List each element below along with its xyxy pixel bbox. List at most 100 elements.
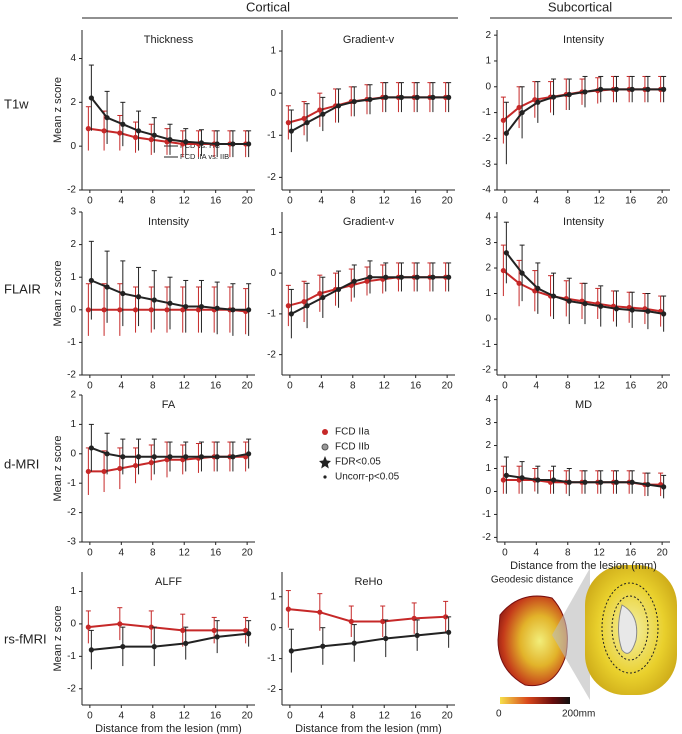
y-tick-label: -2 [267, 684, 276, 695]
point [104, 284, 110, 290]
y-tick-label: -2 [482, 365, 491, 376]
point [535, 285, 541, 292]
point [398, 94, 405, 100]
point [519, 270, 525, 276]
point [503, 250, 509, 256]
x-tick-label: 4 [119, 196, 125, 207]
point [148, 460, 154, 466]
point [629, 307, 635, 313]
x-tick-label: 8 [565, 381, 571, 392]
legend-swatch [321, 443, 329, 451]
point [535, 477, 541, 483]
legend-label: Uncorr-p<0.05 [335, 472, 400, 483]
point [180, 627, 186, 633]
y-tick-label: -1 [267, 130, 276, 141]
y-axis-label: Mean z score [52, 260, 64, 326]
y-tick-label: -2 [67, 185, 76, 196]
point [117, 621, 123, 627]
point [132, 134, 139, 140]
x-tick-label: 0 [287, 196, 293, 207]
point [645, 86, 651, 92]
x-tick-label: 8 [350, 196, 356, 207]
x-tick-label: 0 [87, 548, 93, 559]
y-tick-label: -2 [482, 133, 491, 144]
point [430, 94, 436, 100]
x-tick-label: 20 [657, 381, 669, 392]
point [85, 307, 91, 313]
point [304, 303, 310, 309]
x-tick-label: 20 [442, 196, 454, 207]
chart: -2 -1 0 1 0 4 8 12 16 20 ReHo Distance from the les… [267, 572, 455, 734]
point [151, 644, 157, 650]
legend-label: FCD IIb [335, 442, 370, 453]
x-axis-label: Distance from the lesion (mm) [95, 723, 242, 734]
point [351, 98, 357, 105]
row-label: d-MRI [4, 456, 39, 471]
point [85, 624, 91, 630]
point [613, 86, 620, 92]
y-tick-label: 0 [270, 88, 276, 99]
x-axis-label: Distance from the lesion (mm) [510, 560, 657, 572]
x-tick-label: 0 [87, 711, 93, 722]
chart-title: ALFF [155, 576, 182, 588]
point [183, 139, 189, 145]
point [661, 311, 667, 317]
point [503, 472, 509, 478]
point [132, 462, 139, 469]
y-tick-label: 2 [70, 239, 76, 250]
chart-title: FA [162, 399, 176, 411]
point [566, 479, 572, 485]
point [214, 305, 220, 311]
point [430, 274, 436, 280]
chart-title: Intensity [563, 216, 604, 228]
y-tick-label: 3 [70, 207, 76, 218]
point [183, 303, 189, 310]
point [151, 132, 157, 138]
point [135, 128, 142, 134]
point [383, 94, 389, 100]
x-tick-label: 12 [379, 381, 391, 392]
x-tick-label: 8 [150, 196, 156, 207]
point [167, 300, 173, 306]
point [598, 86, 604, 92]
point [214, 141, 220, 147]
series-line [88, 622, 246, 632]
point [317, 290, 323, 297]
point [383, 274, 389, 280]
y-axis-label: Mean z score [52, 605, 64, 671]
y-tick-label: 4 [485, 394, 491, 405]
point [117, 465, 123, 472]
x-tick-label: 8 [565, 196, 571, 207]
y-tick-label: 1 [485, 288, 491, 299]
point [446, 94, 452, 100]
chart-title: Gradient-v [343, 216, 395, 228]
legend-swatch [323, 475, 327, 479]
x-tick-label: 4 [534, 196, 540, 207]
point [285, 303, 291, 309]
y-tick-label: 1 [70, 586, 76, 597]
x-tick-label: 12 [594, 548, 606, 559]
point [151, 454, 157, 460]
y-tick-label: -4 [482, 185, 491, 196]
point [120, 121, 126, 127]
point [304, 120, 310, 126]
chart: -2 -1 0 1 0 4 8 12 16 20 ALFF Mean z score Distance … [52, 572, 255, 734]
y-tick-label: 1 [485, 463, 491, 474]
point [151, 297, 157, 303]
x-tick-label: 12 [179, 381, 191, 392]
colorbar [500, 697, 570, 704]
x-tick-label: 12 [179, 711, 191, 722]
point [288, 128, 294, 134]
y-tick-label: 4 [70, 53, 76, 64]
inset: Geodesic distance 0 200mm [491, 565, 677, 720]
point [645, 481, 651, 488]
point [285, 120, 291, 126]
x-tick-label: 4 [534, 381, 540, 392]
point [288, 648, 294, 654]
point [320, 643, 326, 649]
y-tick-label: -1 [267, 309, 276, 320]
